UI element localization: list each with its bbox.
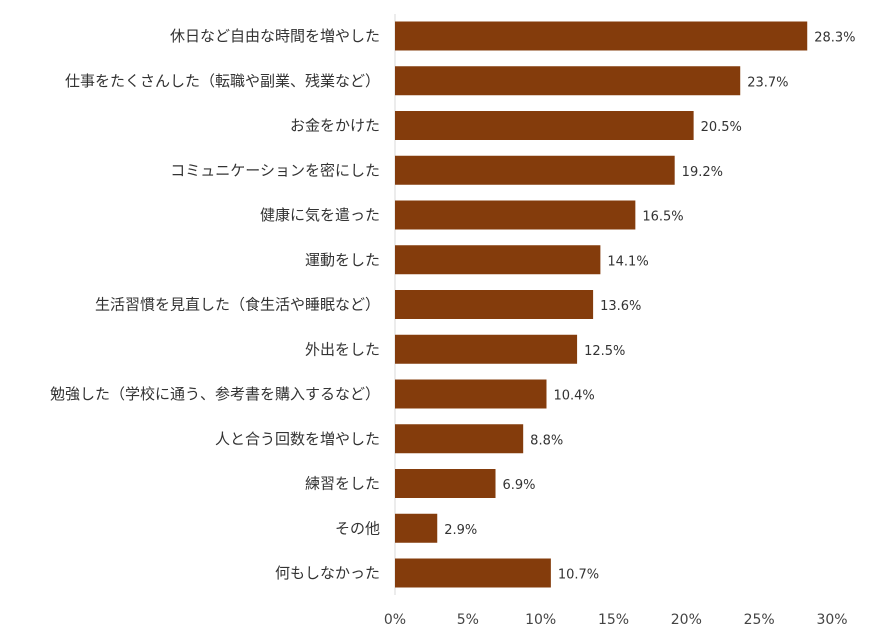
category-label: お金をかけた: [290, 117, 380, 135]
bar: [395, 200, 636, 230]
x-tick-label: 0%: [384, 612, 406, 628]
bar: [395, 155, 675, 185]
category-label: その他: [335, 519, 380, 537]
data-label: 14.1%: [607, 254, 648, 269]
data-label: 20.5%: [701, 120, 742, 135]
data-label: 10.4%: [553, 389, 594, 404]
category-label: 何もしなかった: [275, 564, 380, 582]
category-label: 仕事をたくさんした（転職や副業、残業など）: [65, 72, 380, 90]
category-label: 練習をした: [305, 475, 380, 493]
category-label: 人と合う回数を増やした: [215, 430, 380, 448]
bar: [395, 424, 524, 454]
category-label: 健康に気を遣った: [260, 206, 380, 224]
x-tick-label: 15%: [598, 612, 629, 628]
category-label: コミュニケーションを密にした: [170, 161, 380, 179]
data-label: 13.6%: [600, 299, 641, 314]
bar: [395, 66, 741, 96]
data-label: 16.5%: [642, 210, 683, 225]
data-label: 28.3%: [814, 31, 855, 46]
x-tick-label: 10%: [525, 612, 556, 628]
x-tick-label: 5%: [457, 612, 479, 628]
category-label: 外出をした: [305, 340, 380, 358]
bar: [395, 290, 594, 319]
bar: [395, 558, 551, 588]
category-label: 生活習慣を見直した（食生活や睡眠など）: [95, 296, 380, 314]
bar: [395, 469, 496, 498]
bar: [395, 21, 808, 51]
data-label: 8.8%: [530, 433, 563, 448]
x-tick-label: 20%: [671, 612, 702, 628]
category-label: 休日など自由な時間を増やした: [170, 27, 380, 45]
data-label: 10.7%: [558, 568, 599, 583]
category-label: 勉強した（学校に通う、参考書を購入するなど）: [50, 385, 380, 403]
data-label: 12.5%: [584, 344, 625, 359]
data-label: 19.2%: [682, 165, 723, 180]
bar: [395, 245, 601, 275]
data-label: 2.9%: [444, 523, 477, 538]
data-label: 6.9%: [503, 478, 536, 493]
bar: [395, 379, 547, 409]
x-tick-label: 25%: [744, 612, 775, 628]
bar: [395, 513, 438, 543]
data-label: 23.7%: [747, 75, 788, 90]
x-tick-label: 30%: [816, 612, 847, 628]
bar: [395, 111, 694, 140]
bar: [395, 334, 578, 364]
category-label: 運動をした: [305, 251, 380, 269]
